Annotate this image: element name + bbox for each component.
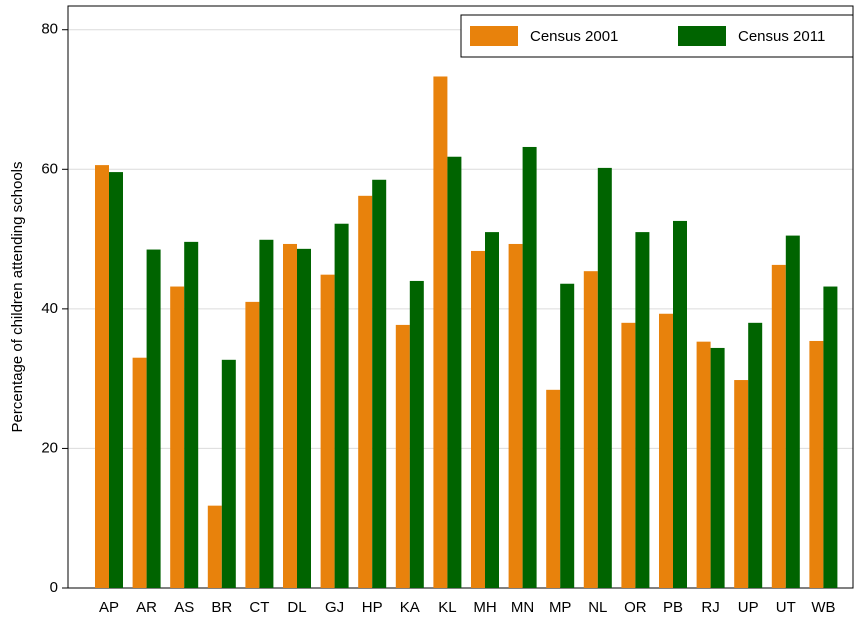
bar	[447, 156, 462, 588]
bar	[597, 167, 612, 588]
x-tick-label: WB	[811, 599, 835, 616]
bar	[297, 248, 311, 588]
bar	[245, 301, 260, 588]
bar	[621, 322, 636, 588]
x-tick-label: CT	[249, 599, 269, 616]
legend-label: Census 2011	[738, 28, 825, 45]
bar	[109, 172, 123, 588]
y-tick-label: 80	[41, 21, 58, 38]
bar	[146, 249, 161, 589]
bar	[95, 165, 109, 588]
bar	[785, 235, 800, 588]
x-tick-label: OR	[624, 599, 647, 616]
bar	[259, 239, 274, 588]
bar	[734, 380, 749, 588]
bar	[433, 76, 448, 588]
x-tick-label: UP	[738, 599, 759, 616]
legend-box	[460, 14, 854, 58]
x-tick-label: KA	[400, 599, 420, 616]
bar	[395, 324, 410, 588]
bar	[334, 223, 349, 588]
x-tick-label: UT	[776, 599, 796, 616]
x-tick-label: HP	[362, 599, 383, 616]
x-tick-label: DL	[287, 599, 306, 616]
legend-swatch	[470, 26, 518, 46]
x-tick-label: BR	[211, 599, 232, 616]
y-tick-label: 60	[41, 160, 58, 177]
bar	[546, 389, 561, 588]
x-tick-label: AR	[136, 599, 157, 616]
bar	[485, 232, 499, 589]
bar	[508, 243, 523, 588]
x-tick-label: PB	[663, 599, 683, 616]
bar	[372, 179, 387, 589]
bar	[358, 195, 373, 589]
y-axis-title: Percentage of children attending schools	[9, 161, 26, 432]
bar	[221, 359, 236, 588]
bar	[170, 286, 185, 588]
bar	[771, 264, 786, 588]
bar	[471, 250, 485, 588]
bar	[132, 357, 147, 588]
x-tick-label: NL	[588, 599, 607, 616]
legend-swatch	[678, 26, 726, 46]
x-tick-label: MH	[473, 599, 496, 616]
x-tick-label: MN	[511, 599, 534, 616]
bar	[409, 280, 424, 588]
bar	[184, 241, 199, 589]
bar	[522, 146, 537, 588]
y-tick-label: 0	[50, 579, 58, 596]
bar	[823, 286, 838, 588]
bar	[748, 322, 763, 588]
x-tick-label: KL	[438, 599, 456, 616]
bar	[283, 243, 297, 588]
x-tick-label: GJ	[325, 599, 344, 616]
bar	[673, 220, 687, 589]
bar	[659, 313, 673, 588]
bar	[320, 274, 335, 588]
bar	[207, 505, 222, 588]
bar	[809, 340, 824, 588]
bar	[560, 283, 575, 588]
x-tick-label: AP	[99, 599, 119, 616]
bar	[710, 347, 725, 588]
x-tick-label: AS	[174, 599, 194, 616]
bar	[583, 271, 598, 588]
y-tick-label: 20	[41, 439, 58, 456]
x-tick-label: RJ	[701, 599, 719, 616]
bar	[635, 232, 650, 589]
y-tick-label: 40	[41, 300, 58, 317]
legend-label: Census 2001	[530, 28, 618, 45]
x-tick-label: MP	[549, 599, 572, 616]
bar	[696, 341, 711, 588]
